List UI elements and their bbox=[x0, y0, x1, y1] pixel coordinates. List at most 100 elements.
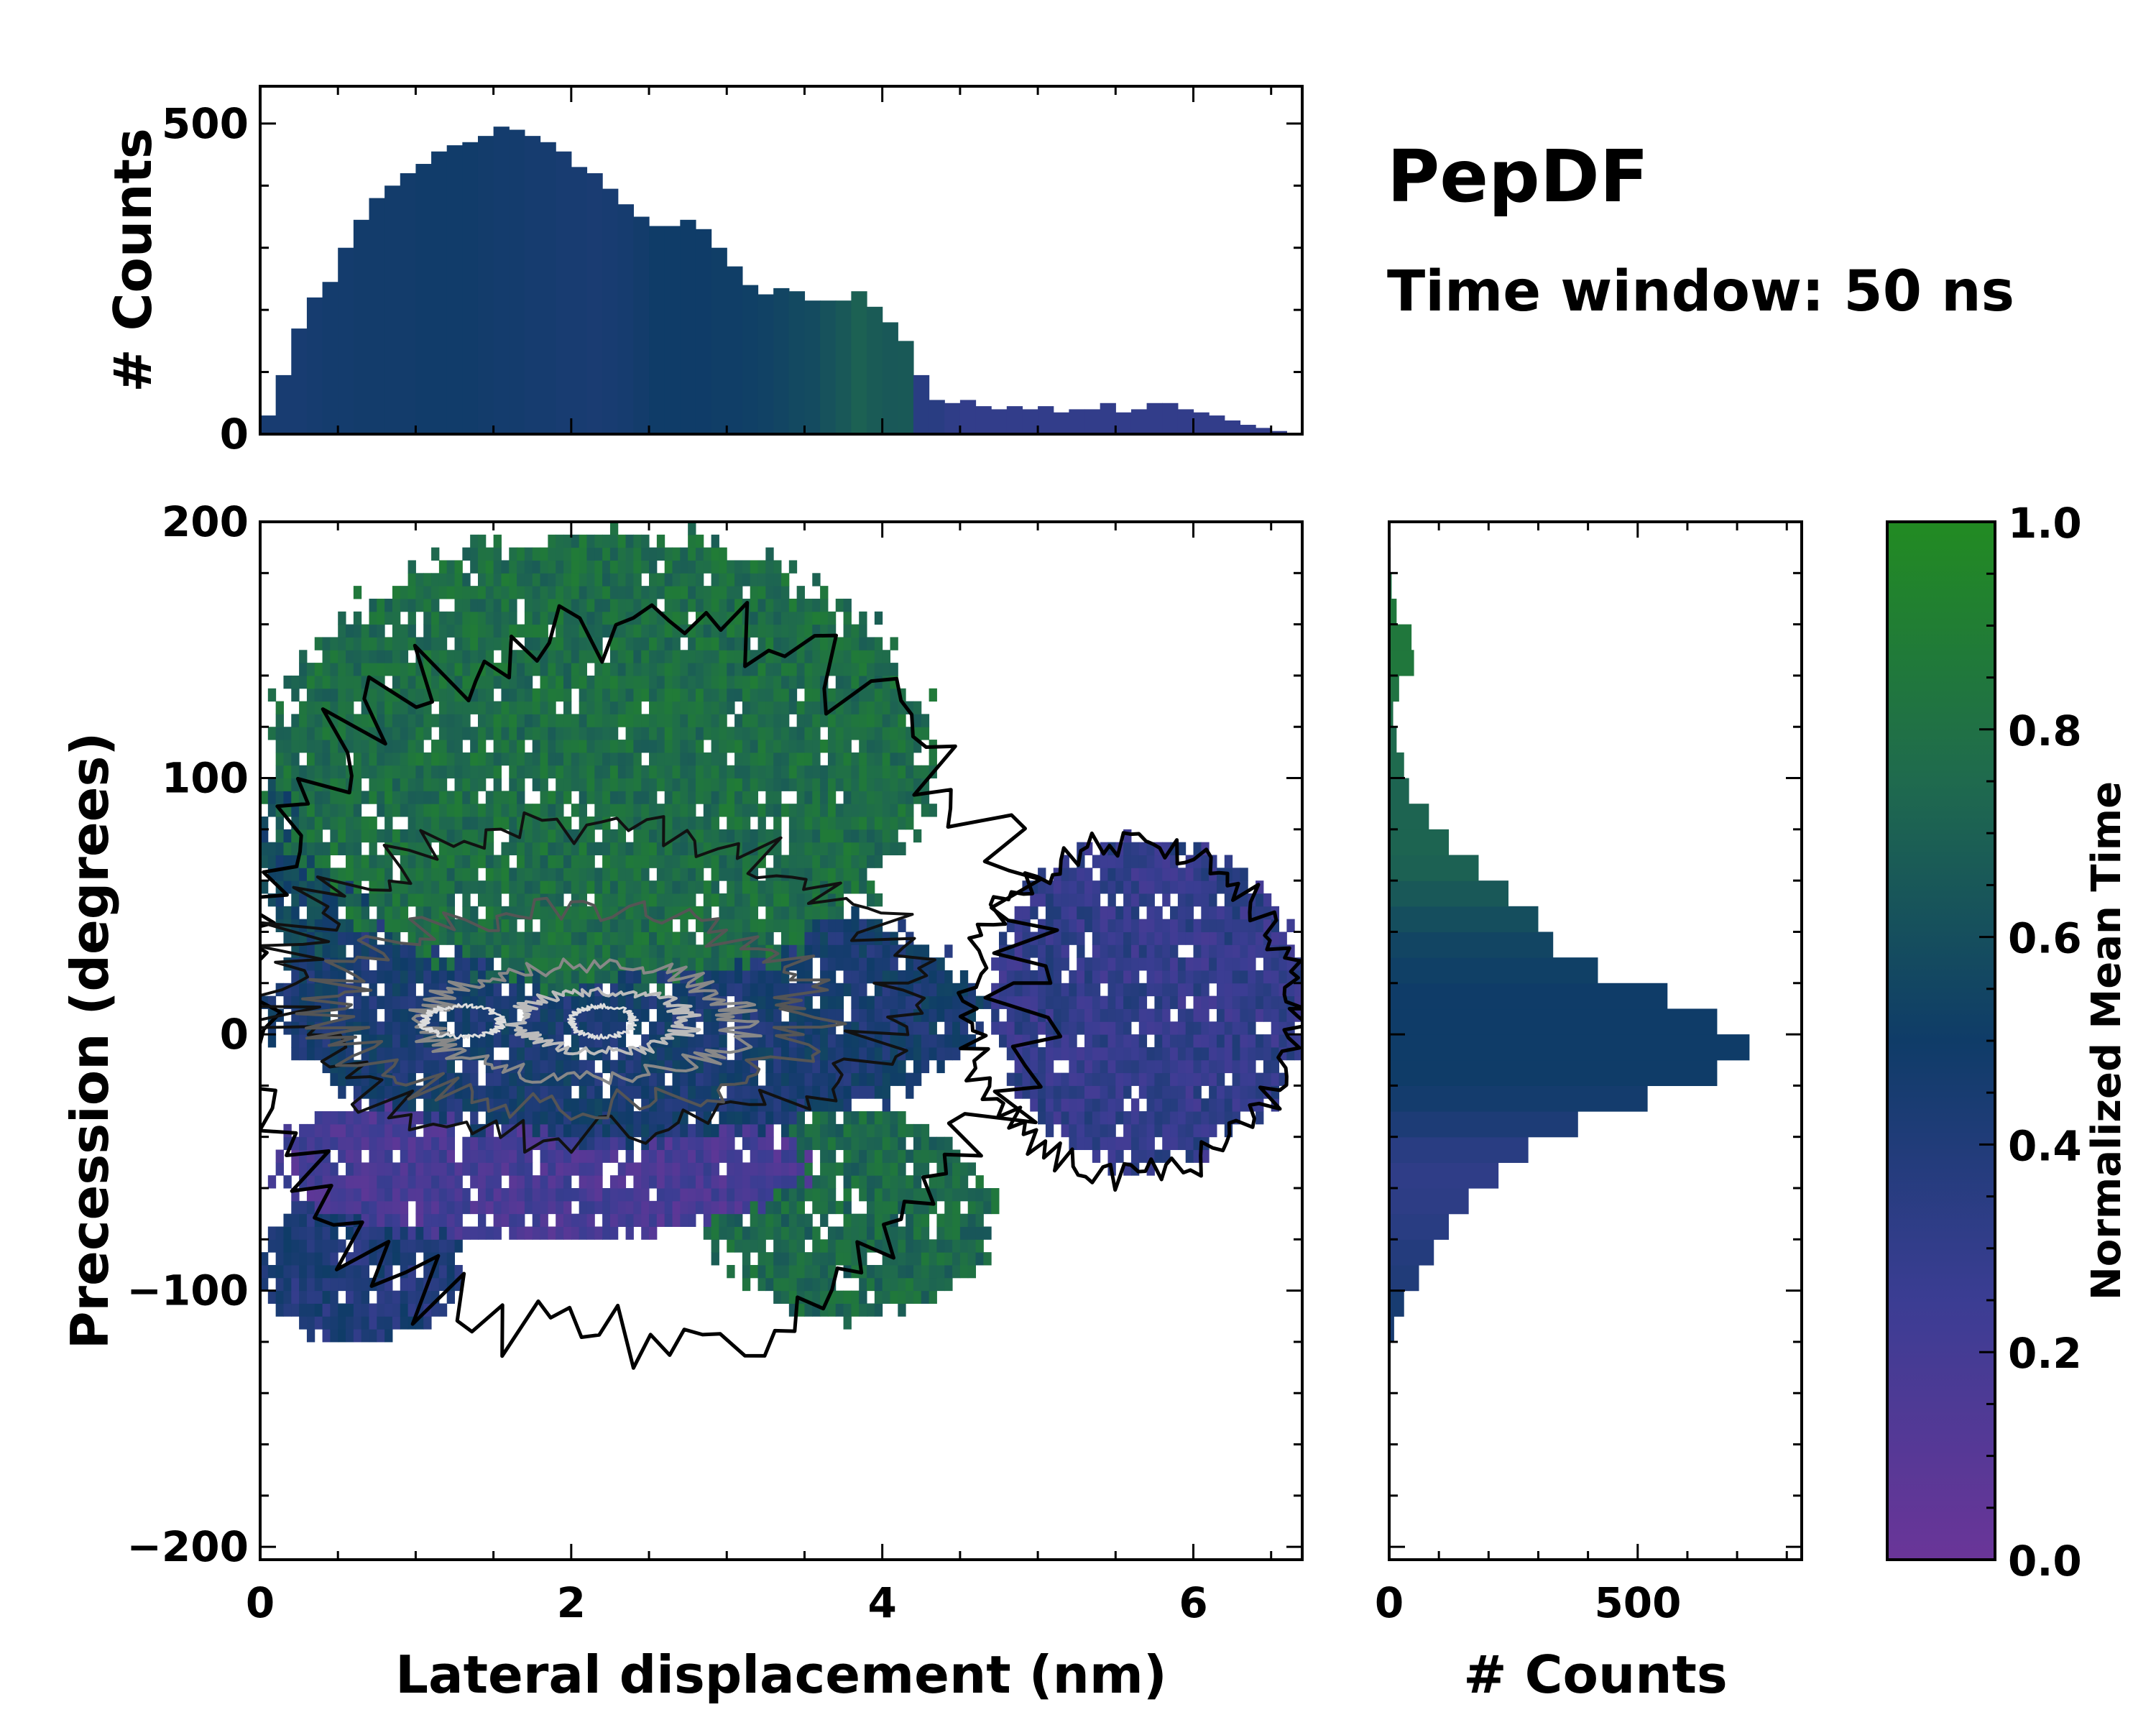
heatmap-cell bbox=[563, 1059, 572, 1074]
heatmap-cell bbox=[532, 1008, 541, 1022]
heatmap-cell bbox=[719, 727, 727, 740]
heatmap-cell bbox=[680, 598, 688, 612]
heatmap-cell bbox=[711, 919, 719, 932]
heatmap-cell bbox=[423, 957, 432, 971]
heatmap-cell bbox=[571, 1149, 580, 1163]
heatmap-cell bbox=[314, 1303, 323, 1317]
heatmap-cell bbox=[788, 1059, 798, 1074]
heatmap-cell bbox=[509, 1213, 517, 1227]
heatmap-cell bbox=[454, 1034, 463, 1048]
heatmap-cell bbox=[338, 1200, 346, 1215]
heatmap-cell bbox=[1201, 1123, 1210, 1138]
heatmap-cell bbox=[1100, 855, 1108, 868]
heatmap-cell bbox=[493, 560, 502, 574]
heatmap-cell bbox=[423, 1213, 432, 1227]
heatmap-cell bbox=[781, 752, 790, 766]
heatmap-cell bbox=[859, 714, 867, 727]
heatmap-cell bbox=[874, 1303, 883, 1317]
heatmap-cell bbox=[579, 752, 587, 766]
heatmap-cell bbox=[1077, 1098, 1085, 1112]
heatmap-cell bbox=[431, 675, 440, 689]
heatmap-cell bbox=[812, 1136, 821, 1151]
heatmap-cell bbox=[579, 688, 587, 702]
heatmap-cell bbox=[407, 1021, 416, 1035]
heatmap-cell bbox=[921, 1188, 930, 1202]
heatmap-cell bbox=[377, 1264, 385, 1279]
heatmap-cell bbox=[773, 765, 782, 779]
top-histogram: 0 500 # Counts bbox=[103, 85, 1304, 459]
heatmap-cell bbox=[454, 1175, 463, 1189]
heatmap-cell bbox=[431, 611, 440, 625]
heatmap-cell bbox=[423, 752, 432, 766]
heatmap-cell bbox=[617, 1034, 627, 1048]
heatmap-cell bbox=[509, 765, 517, 779]
heatmap-cell bbox=[750, 1034, 759, 1048]
heatmap-cell bbox=[602, 1200, 611, 1215]
heatmap-cell bbox=[890, 1123, 898, 1138]
heatmap-cell bbox=[470, 1008, 479, 1022]
heatmap-cell bbox=[727, 868, 735, 881]
heatmap-cell bbox=[509, 560, 517, 574]
heatmap-cell bbox=[773, 1072, 782, 1086]
heatmap-cell bbox=[548, 842, 556, 856]
heatmap-cell bbox=[1146, 1136, 1155, 1151]
heatmap-cell bbox=[338, 611, 346, 625]
heatmap-cell bbox=[804, 663, 813, 676]
heatmap-cell bbox=[804, 752, 813, 766]
heatmap-cell bbox=[664, 586, 673, 599]
heatmap-cell bbox=[602, 1123, 611, 1138]
heatmap-cell bbox=[796, 944, 805, 958]
heatmap-cell bbox=[882, 727, 890, 740]
heatmap-cell bbox=[929, 1188, 937, 1202]
heatmap-cell bbox=[757, 1123, 766, 1138]
heatmap-cell bbox=[477, 586, 487, 599]
heatmap-cell bbox=[649, 547, 658, 561]
heatmap-cell bbox=[423, 1111, 432, 1125]
heatmap-cell bbox=[407, 1239, 416, 1253]
heatmap-cell bbox=[524, 1085, 533, 1099]
heatmap-cell bbox=[1107, 983, 1116, 997]
heatmap-cell bbox=[742, 855, 751, 868]
heatmap-cell bbox=[688, 586, 696, 599]
heatmap-cell bbox=[890, 663, 898, 676]
heatmap-cell bbox=[556, 560, 564, 574]
heatmap-cell bbox=[711, 1162, 719, 1176]
heatmap-cell bbox=[517, 906, 525, 920]
heatmap-cell bbox=[571, 637, 580, 650]
heatmap-cell bbox=[1084, 906, 1093, 920]
heatmap-cell bbox=[906, 791, 914, 804]
heatmap-cell bbox=[517, 1188, 525, 1202]
heatmap-cell bbox=[470, 1059, 479, 1074]
heatmap-cell bbox=[571, 1098, 580, 1112]
heatmap-cell bbox=[1154, 919, 1163, 932]
heatmap-cell bbox=[882, 650, 890, 663]
heatmap-cell bbox=[338, 1149, 346, 1163]
heatmap-cell bbox=[446, 1290, 456, 1304]
heatmap-cell bbox=[346, 893, 354, 907]
heatmap-cell bbox=[788, 816, 798, 830]
heatmap-cell bbox=[851, 944, 860, 958]
heatmap-cell bbox=[423, 727, 432, 740]
heatmap-cell bbox=[438, 1136, 448, 1151]
heatmap-cell bbox=[609, 804, 619, 817]
heatmap-cell bbox=[812, 855, 821, 868]
heatmap-cell bbox=[314, 880, 323, 894]
heatmap-cell bbox=[377, 1329, 385, 1343]
heatmap-cell bbox=[454, 791, 463, 804]
heatmap-cell bbox=[579, 1111, 587, 1125]
heatmap-cell bbox=[400, 1290, 409, 1304]
heatmap-cell bbox=[306, 778, 315, 791]
heatmap-cell bbox=[563, 816, 572, 830]
heatmap-cell bbox=[867, 1021, 875, 1035]
heatmap-cell bbox=[1077, 1046, 1085, 1061]
heatmap-cell bbox=[431, 1162, 440, 1176]
heatmap-cell bbox=[890, 1111, 898, 1125]
heatmap-cell bbox=[649, 1085, 658, 1099]
heatmap-cell bbox=[975, 995, 984, 1009]
heatmap-cell bbox=[633, 893, 642, 907]
heatmap-cell bbox=[377, 1290, 385, 1304]
heatmap-cell bbox=[617, 1136, 627, 1151]
heatmap-cell bbox=[633, 804, 642, 817]
heatmap-cell bbox=[1038, 1098, 1046, 1112]
heatmap-cell bbox=[299, 1290, 308, 1304]
